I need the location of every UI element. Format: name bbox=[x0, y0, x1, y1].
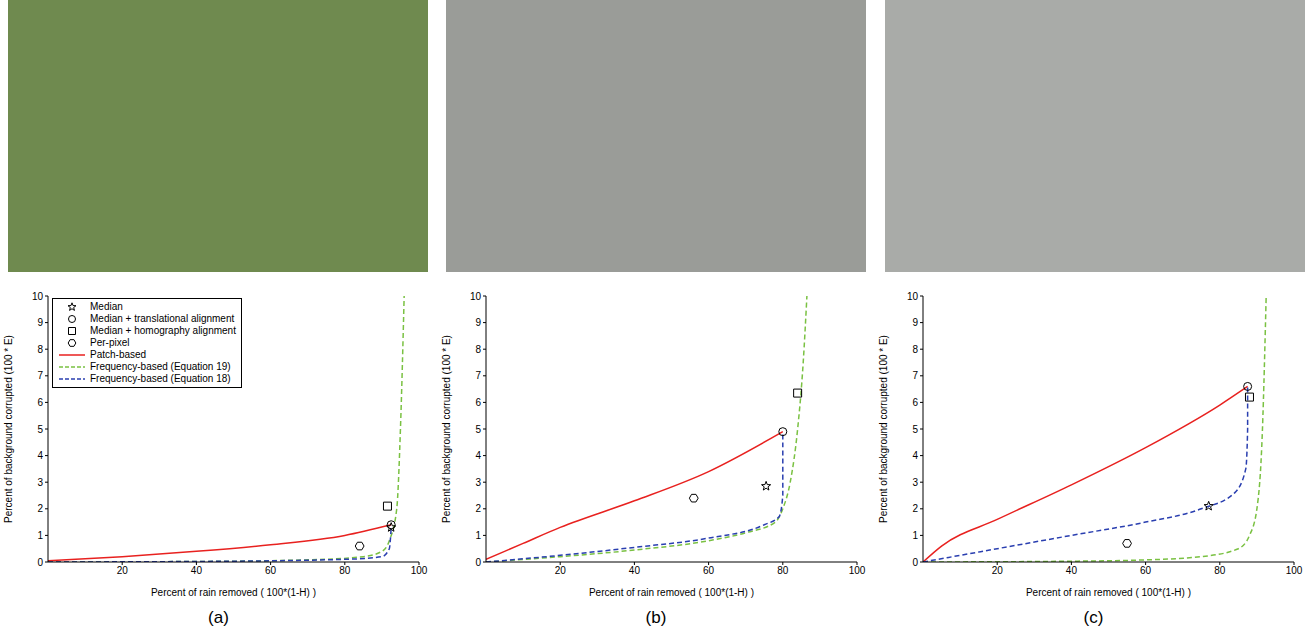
svg-text:4: 4 bbox=[912, 450, 918, 461]
svg-text:4: 4 bbox=[475, 450, 481, 461]
svg-text:Percent of background corrupte: Percent of background corrupted (100 * E… bbox=[3, 335, 14, 523]
svg-text:8: 8 bbox=[912, 344, 918, 355]
svg-text:2: 2 bbox=[37, 503, 43, 514]
svg-text:40: 40 bbox=[191, 565, 203, 576]
svg-text:6: 6 bbox=[912, 397, 918, 408]
html-text:Median: Median bbox=[90, 301, 123, 312]
svg-text:8: 8 bbox=[37, 344, 43, 355]
svg-text:80: 80 bbox=[339, 565, 351, 576]
svg-text:100: 100 bbox=[1286, 565, 1303, 576]
svg-text:3: 3 bbox=[37, 477, 43, 488]
html-text:Per-pixel: Per-pixel bbox=[90, 337, 130, 348]
svg-text:40: 40 bbox=[1066, 565, 1078, 576]
svg-text:7: 7 bbox=[37, 370, 43, 381]
html-text:Median + homography alignment: Median + homography alignment bbox=[90, 325, 236, 336]
svg-text:Percent of rain removed ( 100*: Percent of rain removed ( 100*(1-H) ) bbox=[588, 587, 753, 598]
html-text:(b): (b) bbox=[645, 608, 667, 627]
svg-text:9: 9 bbox=[37, 317, 43, 328]
svg-text:0: 0 bbox=[475, 557, 481, 568]
svg-text:60: 60 bbox=[1140, 565, 1152, 576]
svg-text:10: 10 bbox=[907, 291, 919, 302]
html-text:Frequency-based (Equation 19): Frequency-based (Equation 19) bbox=[90, 361, 231, 372]
svg-text:8: 8 bbox=[475, 344, 481, 355]
svg-text:2: 2 bbox=[475, 503, 481, 514]
html-text:Patch-based: Patch-based bbox=[90, 349, 147, 360]
svg-text:1: 1 bbox=[475, 530, 481, 541]
svg-text:5: 5 bbox=[912, 424, 918, 435]
svg-text:1: 1 bbox=[37, 530, 43, 541]
svg-text:Percent of rain removed ( 100*: Percent of rain removed ( 100*(1-H) ) bbox=[1026, 587, 1191, 598]
svg-text:Percent of rain removed ( 100*: Percent of rain removed ( 100*(1-H) ) bbox=[151, 587, 316, 598]
html-text:Frequency-based (Equation 18): Frequency-based (Equation 18) bbox=[90, 373, 231, 384]
svg-text:6: 6 bbox=[475, 397, 481, 408]
svg-text:2: 2 bbox=[912, 503, 918, 514]
svg-text:5: 5 bbox=[37, 424, 43, 435]
svg-text:6: 6 bbox=[37, 397, 43, 408]
svg-text:10: 10 bbox=[32, 291, 44, 302]
svg-text:3: 3 bbox=[912, 477, 918, 488]
svg-text:10: 10 bbox=[469, 291, 481, 302]
svg-text:0: 0 bbox=[912, 557, 918, 568]
svg-text:20: 20 bbox=[117, 565, 129, 576]
svg-text:5: 5 bbox=[475, 424, 481, 435]
svg-text:7: 7 bbox=[912, 370, 918, 381]
svg-text:60: 60 bbox=[265, 565, 277, 576]
svg-text:80: 80 bbox=[777, 565, 789, 576]
svg-text:7: 7 bbox=[475, 370, 481, 381]
svg-text:Percent of background corrupte: Percent of background corrupted (100 * E… bbox=[878, 335, 889, 523]
svg-text:80: 80 bbox=[1214, 565, 1226, 576]
svg-text:20: 20 bbox=[554, 565, 566, 576]
html-text:(a): (a) bbox=[208, 608, 229, 627]
svg-text:40: 40 bbox=[628, 565, 640, 576]
svg-text:9: 9 bbox=[475, 317, 481, 328]
svg-text:1: 1 bbox=[912, 530, 918, 541]
svg-text:20: 20 bbox=[992, 565, 1004, 576]
svg-text:60: 60 bbox=[703, 565, 715, 576]
html-text:Median + translational alignme: Median + translational alignment bbox=[90, 313, 235, 324]
svg-text:100: 100 bbox=[848, 565, 865, 576]
svg-text:Percent of background corrupte: Percent of background corrupted (100 * E… bbox=[440, 335, 451, 523]
svg-text:0: 0 bbox=[37, 557, 43, 568]
svg-text:100: 100 bbox=[411, 565, 428, 576]
svg-text:3: 3 bbox=[475, 477, 481, 488]
svg-text:4: 4 bbox=[37, 450, 43, 461]
svg-text:9: 9 bbox=[912, 317, 918, 328]
html-text:(c): (c) bbox=[1083, 608, 1104, 627]
